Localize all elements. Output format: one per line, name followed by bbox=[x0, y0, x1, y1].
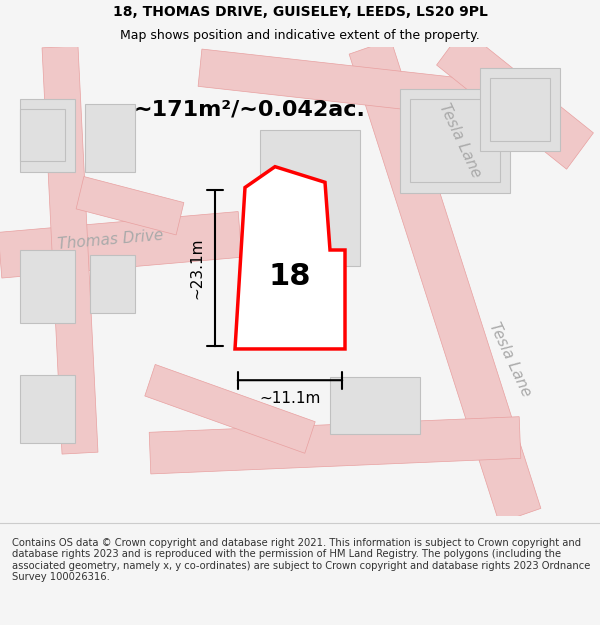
Bar bbox=[20, 109, 65, 161]
Bar bbox=[90, 255, 135, 312]
Text: Contains OS data © Crown copyright and database right 2021. This information is : Contains OS data © Crown copyright and d… bbox=[12, 538, 590, 582]
Polygon shape bbox=[0, 211, 242, 278]
Bar bbox=[85, 104, 135, 172]
Bar bbox=[400, 89, 510, 192]
Polygon shape bbox=[198, 49, 482, 118]
Text: Tesla Lane: Tesla Lane bbox=[486, 320, 534, 399]
Text: Map shows position and indicative extent of the property.: Map shows position and indicative extent… bbox=[120, 29, 480, 42]
Bar bbox=[490, 78, 550, 141]
Text: ~171m²/~0.042ac.: ~171m²/~0.042ac. bbox=[134, 99, 366, 119]
Text: ~11.1m: ~11.1m bbox=[259, 391, 320, 406]
Polygon shape bbox=[76, 176, 184, 235]
Text: ~23.1m: ~23.1m bbox=[190, 238, 205, 299]
Bar bbox=[330, 377, 420, 434]
Text: 18, THOMAS DRIVE, GUISELEY, LEEDS, LS20 9PL: 18, THOMAS DRIVE, GUISELEY, LEEDS, LS20 … bbox=[113, 5, 487, 19]
Polygon shape bbox=[42, 46, 98, 454]
Polygon shape bbox=[235, 167, 345, 349]
Bar bbox=[480, 68, 560, 151]
Text: Thomas Drive: Thomas Drive bbox=[56, 228, 164, 252]
Text: Tesla Lane: Tesla Lane bbox=[436, 101, 484, 180]
Polygon shape bbox=[145, 364, 315, 453]
Polygon shape bbox=[437, 29, 593, 169]
Polygon shape bbox=[349, 39, 541, 523]
Bar bbox=[20, 250, 75, 323]
Bar bbox=[20, 99, 75, 172]
Bar bbox=[20, 375, 75, 442]
Bar bbox=[410, 99, 500, 182]
Text: 18: 18 bbox=[269, 261, 311, 291]
Bar bbox=[260, 130, 360, 266]
Polygon shape bbox=[149, 417, 521, 474]
